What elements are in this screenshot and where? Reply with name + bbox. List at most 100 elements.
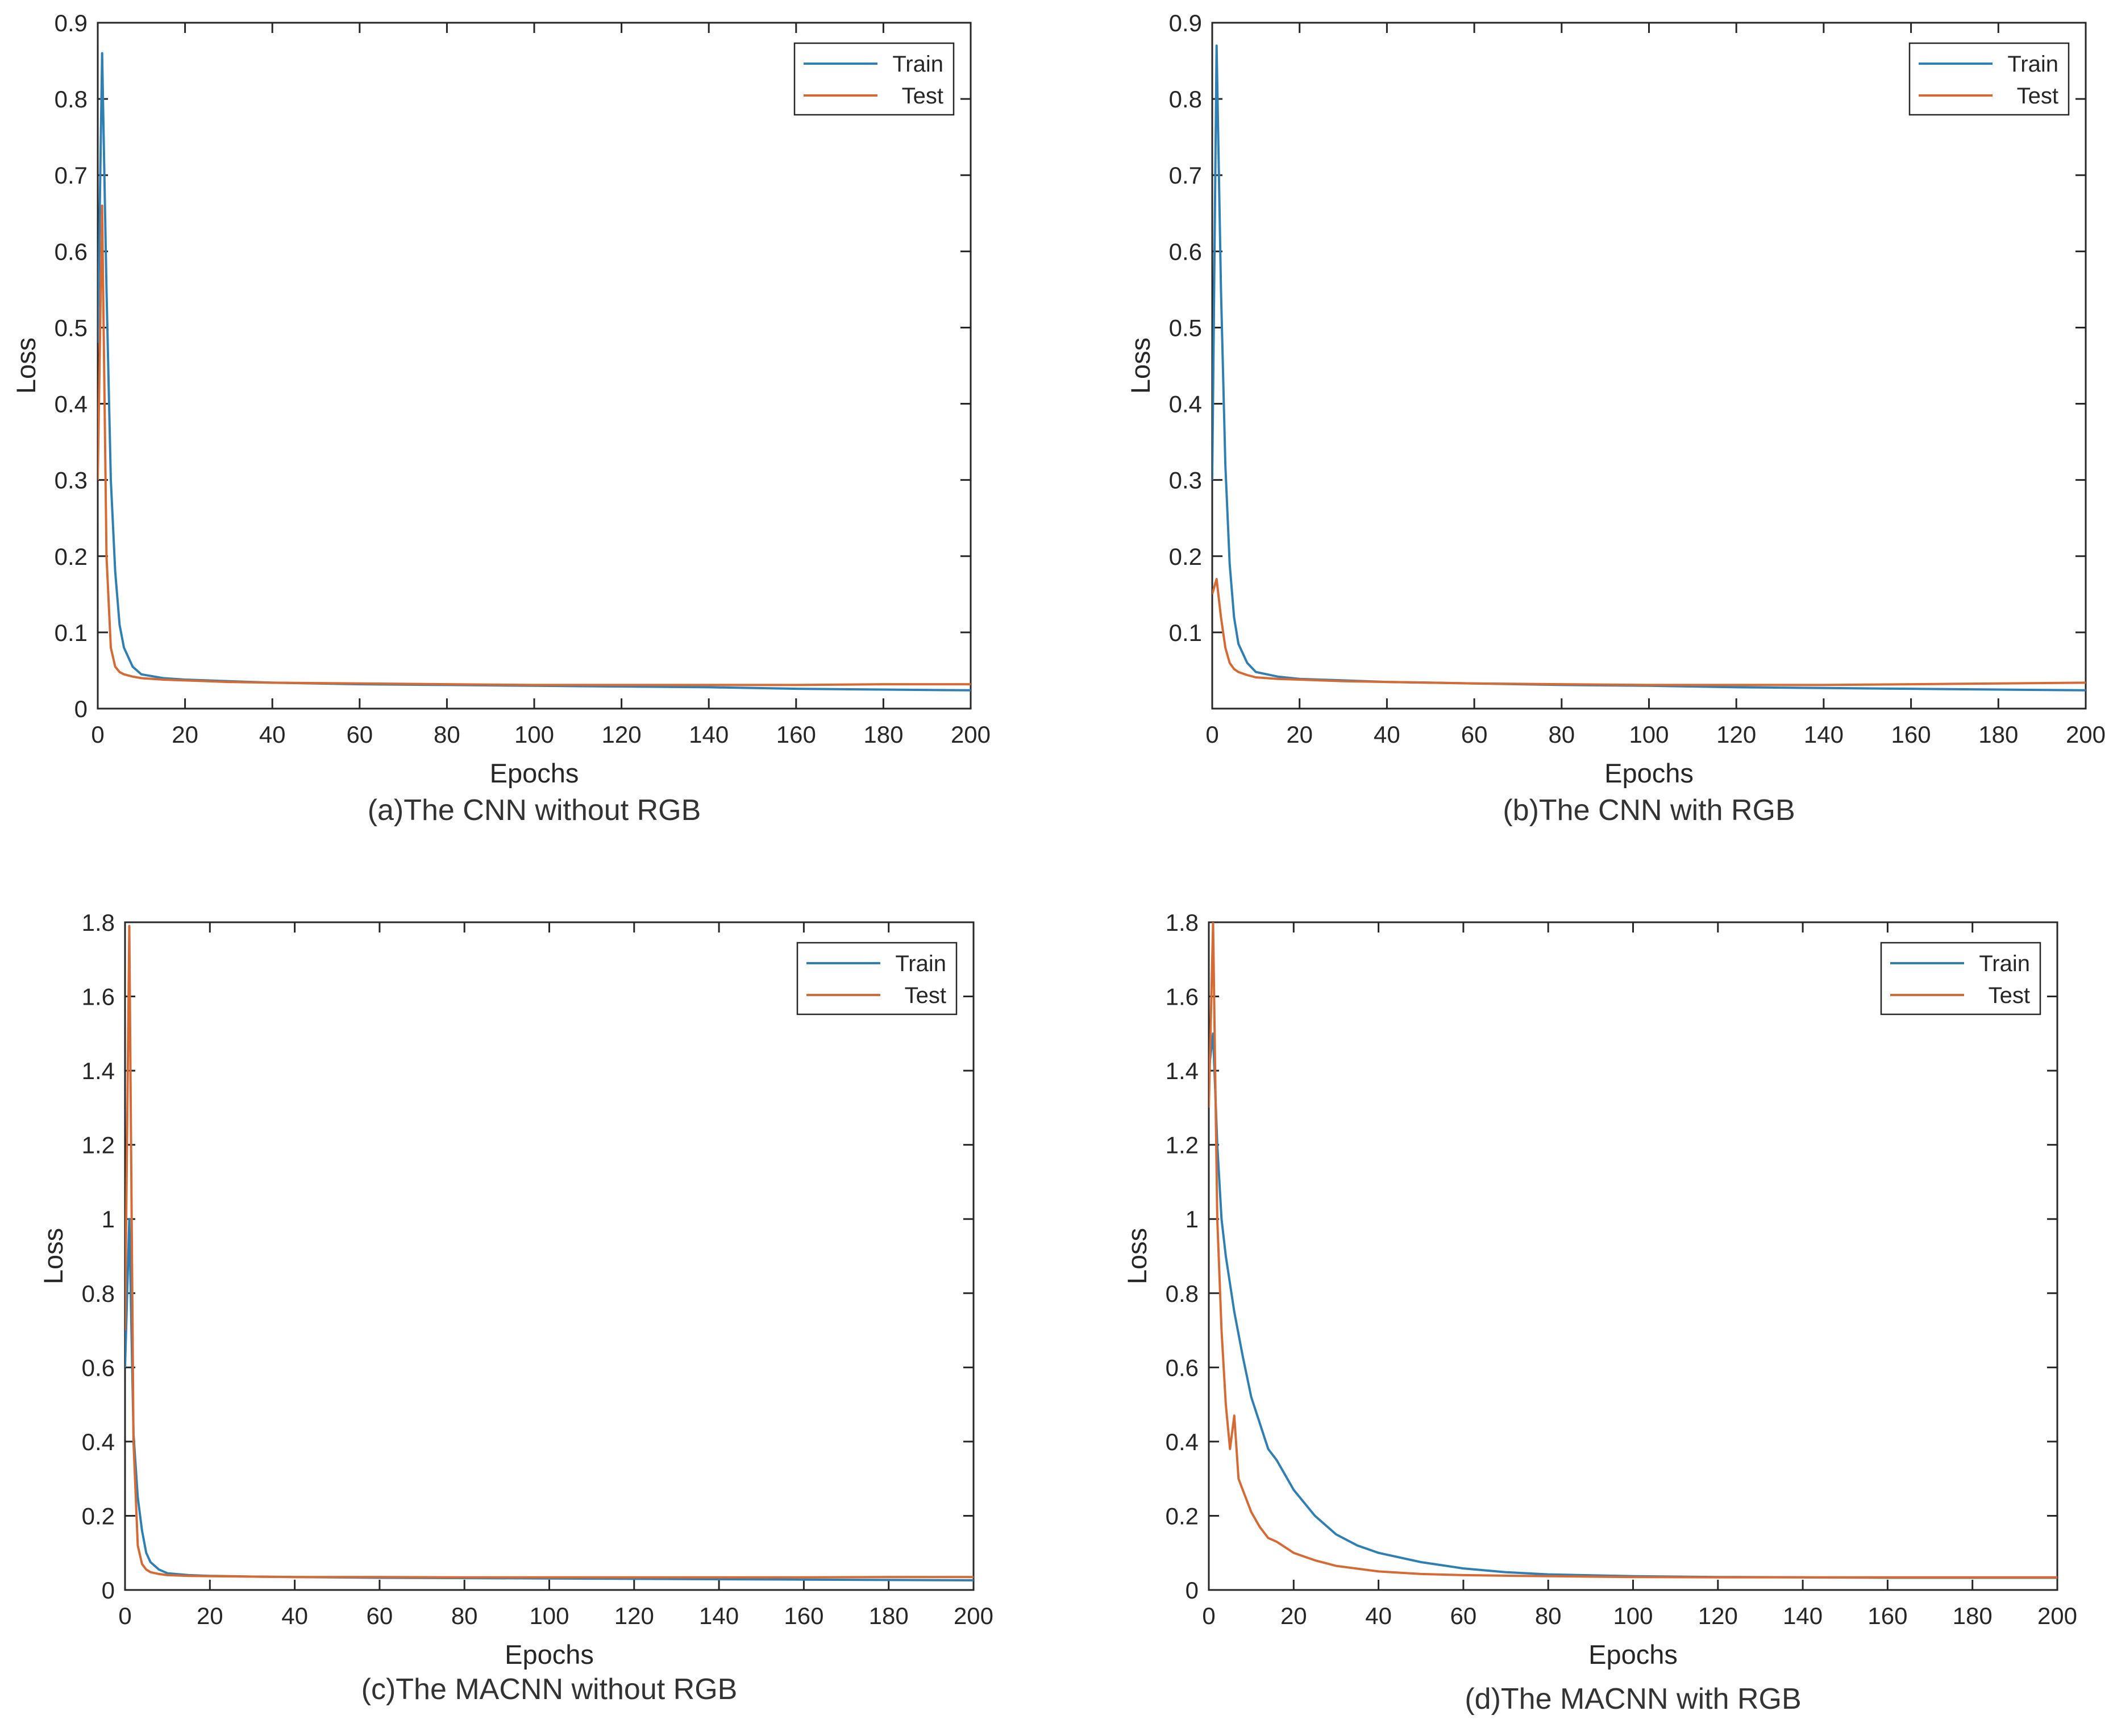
y-tick-label: 0.5 — [55, 314, 88, 341]
x-tick-label: 80 — [1535, 1602, 1562, 1629]
y-tick-label: 0.6 — [82, 1354, 115, 1381]
panel-caption: (a)The CNN without RGB — [368, 794, 701, 827]
chart-panel-4: 0 20 40 60 80 100 120 140 160 180 200 0 0.2 0.4 0.6 0.8… — [1122, 909, 2077, 1716]
x-tick-label: 60 — [1461, 721, 1488, 748]
plot-area — [97, 22, 972, 710]
y-tick-label: 0.2 — [1169, 543, 1202, 570]
legend-label: Test — [1989, 983, 2030, 1008]
x-tick-label: 160 — [776, 721, 816, 748]
y-tick-label: 0.8 — [82, 1280, 115, 1307]
legend-box — [793, 42, 955, 116]
y-tick-label: 0 — [74, 696, 88, 722]
y-tick-label: 1.8 — [1166, 909, 1199, 936]
y-tick-label: 1.2 — [1166, 1132, 1199, 1159]
series-line-test — [98, 204, 971, 686]
x-tick-label: 0 — [1205, 721, 1218, 748]
y-tick-label: 0 — [1186, 1577, 1199, 1604]
x-tick-label: 140 — [699, 1602, 739, 1629]
x-tick-label: 80 — [451, 1602, 478, 1629]
y-tick-label: 0.7 — [55, 162, 88, 189]
x-tick-label: 140 — [689, 721, 729, 748]
legend-box — [1880, 942, 2041, 1015]
y-tick-label: 0.2 — [55, 543, 88, 570]
y-tick-label: 0 — [102, 1577, 115, 1604]
y-tick-label: 0.2 — [82, 1502, 115, 1529]
chart-panel-1: 0 20 40 60 80 100 120 140 160 180 200 0 0.1 0.2 0.3 0.4… — [11, 10, 991, 827]
x-tick-label: 180 — [1978, 721, 2018, 748]
y-axis-title: Loss — [1125, 338, 1155, 394]
x-tick-label: 0 — [118, 1602, 131, 1629]
plot-area — [124, 921, 975, 1591]
series-line-test — [125, 925, 974, 1579]
y-tick-label: 0.1 — [55, 619, 88, 646]
x-tick-label: 200 — [2066, 721, 2106, 748]
x-tick-label: 160 — [1867, 1602, 1907, 1629]
x-tick-label: 160 — [1891, 721, 1931, 748]
y-tick-label: 1.6 — [1166, 984, 1199, 1010]
x-tick-label: 20 — [172, 721, 198, 748]
y-tick-label: 1.4 — [1166, 1058, 1199, 1084]
legend: Train Test — [1908, 42, 2070, 116]
x-tick-label: 100 — [514, 721, 554, 748]
x-tick-label: 200 — [954, 1602, 993, 1629]
x-tick-label: 180 — [863, 721, 903, 748]
y-tick-label: 0.2 — [1166, 1502, 1199, 1529]
legend: Train Test — [793, 42, 955, 116]
x-tick-label: 100 — [1613, 1602, 1653, 1629]
x-axis-title: Epochs — [490, 758, 579, 788]
x-tick-label: 20 — [197, 1602, 223, 1629]
y-tick-label: 0.9 — [55, 10, 88, 36]
x-axis-title: Epochs — [1604, 758, 1694, 788]
y-axis-title: Loss — [11, 338, 41, 394]
legend-label: Train — [2007, 52, 2058, 77]
x-tick-label: 40 — [259, 721, 286, 748]
x-tick-label: 200 — [951, 721, 991, 748]
y-axis-title: Loss — [38, 1228, 68, 1284]
y-tick-label: 0.4 — [1169, 391, 1202, 418]
plot-area — [1211, 22, 2087, 710]
y-tick-label: 0.3 — [55, 467, 88, 494]
y-tick-label: 0.6 — [1169, 238, 1202, 265]
legend-label: Train — [895, 951, 946, 976]
legend: Train Test — [796, 942, 958, 1015]
y-tick-label: 0.3 — [1169, 467, 1202, 494]
y-tick-label: 1.2 — [82, 1132, 115, 1159]
legend-label: Train — [1979, 951, 2030, 976]
x-tick-label: 40 — [281, 1602, 308, 1629]
x-tick-label: 20 — [1286, 721, 1313, 748]
x-tick-label: 40 — [1365, 1602, 1392, 1629]
y-tick-label: 0.6 — [1166, 1354, 1199, 1381]
chart-panel-3: 0 20 40 60 80 100 120 140 160 180 200 0 0.2 0.4 0.6 0.8… — [38, 909, 993, 1706]
y-tick-label: 0.6 — [55, 238, 88, 265]
y-tick-label: 0.8 — [1169, 86, 1202, 113]
y-tick-label: 0.5 — [1169, 314, 1202, 341]
legend-label: Train — [892, 52, 943, 77]
x-tick-label: 160 — [784, 1602, 823, 1629]
y-axis-title: Loss — [1122, 1228, 1152, 1284]
panel-caption: (b)The CNN with RGB — [1503, 794, 1795, 827]
x-tick-label: 200 — [2037, 1602, 2077, 1629]
x-tick-label: 60 — [1450, 1602, 1477, 1629]
legend-label: Test — [902, 84, 943, 109]
x-axis-title: Epochs — [505, 1639, 594, 1670]
x-tick-label: 80 — [1548, 721, 1575, 748]
x-tick-label: 100 — [1629, 721, 1669, 748]
x-axis-title: Epochs — [1588, 1639, 1678, 1670]
x-tick-label: 0 — [91, 721, 104, 748]
y-tick-label: 1.6 — [82, 984, 115, 1010]
y-tick-label: 1 — [1186, 1206, 1199, 1233]
x-tick-label: 140 — [1783, 1602, 1823, 1629]
y-tick-label: 0.7 — [1169, 162, 1202, 189]
legend-box — [1908, 42, 2070, 116]
series-line-test — [1209, 922, 2057, 1579]
legend-box — [796, 942, 958, 1015]
y-tick-label: 0.4 — [55, 391, 88, 418]
y-tick-label: 0.8 — [1166, 1280, 1199, 1307]
legend: Train Test — [1880, 942, 2041, 1015]
y-tick-label: 0.1 — [1169, 619, 1202, 646]
legend-label: Test — [2017, 84, 2058, 109]
x-tick-label: 140 — [1804, 721, 1844, 748]
x-tick-label: 120 — [1698, 1602, 1738, 1629]
x-tick-label: 180 — [869, 1602, 909, 1629]
